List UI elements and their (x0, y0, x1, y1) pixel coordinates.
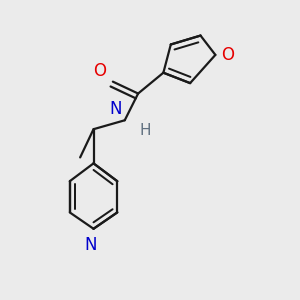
Text: N: N (110, 100, 122, 118)
Text: O: O (93, 62, 106, 80)
Text: N: N (84, 236, 97, 254)
Text: O: O (221, 46, 234, 64)
Text: H: H (139, 123, 151, 138)
